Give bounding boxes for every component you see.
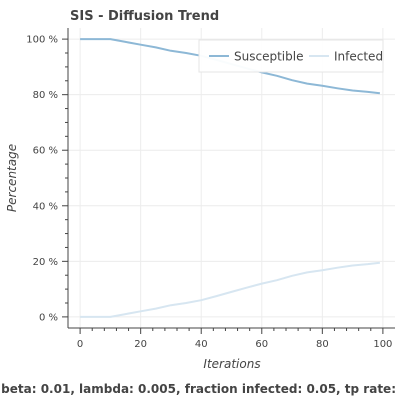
y-tick-label: 80 % xyxy=(33,90,58,101)
legend: Susceptible Infected xyxy=(198,39,384,73)
y-tick-label: 100 % xyxy=(26,35,58,46)
y-tick-label: 40 % xyxy=(33,201,58,212)
x-tick-label: 60 xyxy=(255,339,268,350)
y-axis-label: Percentage xyxy=(5,144,19,212)
y-tick-label: 20 % xyxy=(33,257,58,268)
legend-label-susceptible: Susceptible xyxy=(234,50,303,64)
chart-title: SIS - Diffusion Trend xyxy=(70,9,219,24)
x-tick-label: 20 xyxy=(134,339,147,350)
x-tick-label: 100 xyxy=(373,339,392,350)
legend-label-infected: Infected xyxy=(334,50,383,64)
x-tick-label: 80 xyxy=(316,339,329,350)
legend-box xyxy=(198,39,384,73)
y-tick-label: 60 % xyxy=(33,146,58,157)
x-axis-label: Iterations xyxy=(203,357,260,371)
chart-caption: beta: 0.01, lambda: 0.005, fraction infe… xyxy=(1,382,396,396)
y-tick-label: 0 % xyxy=(39,312,58,323)
x-tick-label: 0 xyxy=(77,339,83,350)
x-tick-label: 40 xyxy=(195,339,208,350)
series-line-infected xyxy=(80,261,381,318)
grid xyxy=(68,28,395,328)
axes: 0 % 20 % 40 % 60 % 80 % 100 % 0 20 40 60 80 100 xyxy=(26,28,395,350)
